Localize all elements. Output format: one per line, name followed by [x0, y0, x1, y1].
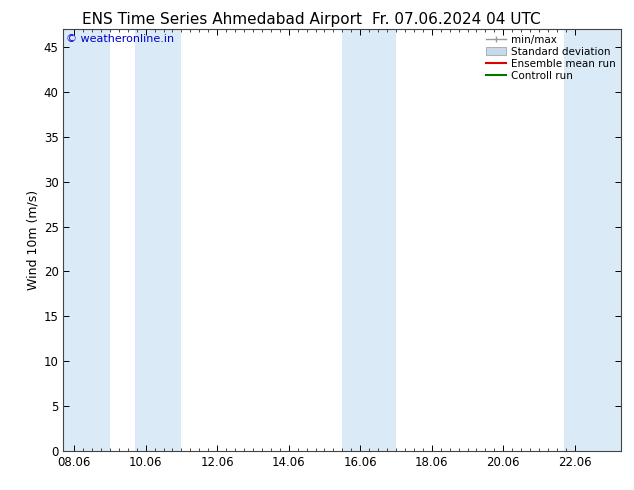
Legend: min/max, Standard deviation, Ensemble mean run, Controll run: min/max, Standard deviation, Ensemble me…	[484, 32, 618, 83]
Text: © weatheronline.in: © weatheronline.in	[66, 34, 174, 44]
Y-axis label: Wind 10m (m/s): Wind 10m (m/s)	[27, 190, 39, 290]
Text: ENS Time Series Ahmedabad Airport: ENS Time Series Ahmedabad Airport	[82, 12, 362, 27]
Text: Fr. 07.06.2024 04 UTC: Fr. 07.06.2024 04 UTC	[372, 12, 541, 27]
Bar	[564, 29, 621, 451]
Bar	[135, 29, 181, 451]
Bar	[342, 29, 396, 451]
Bar	[63, 29, 110, 451]
